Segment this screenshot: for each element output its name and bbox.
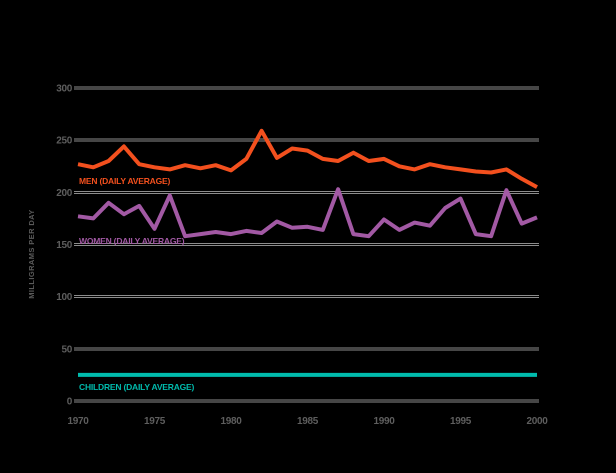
y-axis-tick-labels: 0 50 100 150 200 250 300 <box>56 84 73 408</box>
x-tick-label: 1980 <box>220 416 242 427</box>
y-tick-label: 150 <box>56 240 73 251</box>
x-tick-label: 1970 <box>67 416 89 427</box>
y-tick-label: 300 <box>56 84 73 95</box>
y-tick-label: 250 <box>56 136 73 147</box>
y-tick-label: 200 <box>56 188 73 199</box>
y-tick-label: 100 <box>56 292 73 303</box>
x-tick-label: 1975 <box>144 416 166 427</box>
series-lines <box>77 128 538 377</box>
series-label-children: CHILDREN (DAILY AVERAGE) <box>79 382 195 392</box>
x-tick-label: 1985 <box>297 416 319 427</box>
series-line-0 <box>77 128 538 189</box>
x-tick-label: 1990 <box>373 416 395 427</box>
x-tick-label: 2000 <box>526 416 548 427</box>
y-tick-label: 0 <box>67 397 73 408</box>
gridlines <box>74 86 539 403</box>
x-tick-label: 1995 <box>450 416 472 427</box>
y-axis-title: MILLIGRAMS PER DAY <box>27 209 36 298</box>
x-axis-tick-labels: 1970 1975 1980 1985 1990 1995 2000 <box>67 416 548 427</box>
series-label-women: WOMEN (DAILY AVERAGE) <box>79 236 185 246</box>
y-tick-label: 50 <box>61 344 72 355</box>
series-label-men: MEN (DAILY AVERAGE) <box>79 176 170 186</box>
series-line-1 <box>77 187 538 239</box>
